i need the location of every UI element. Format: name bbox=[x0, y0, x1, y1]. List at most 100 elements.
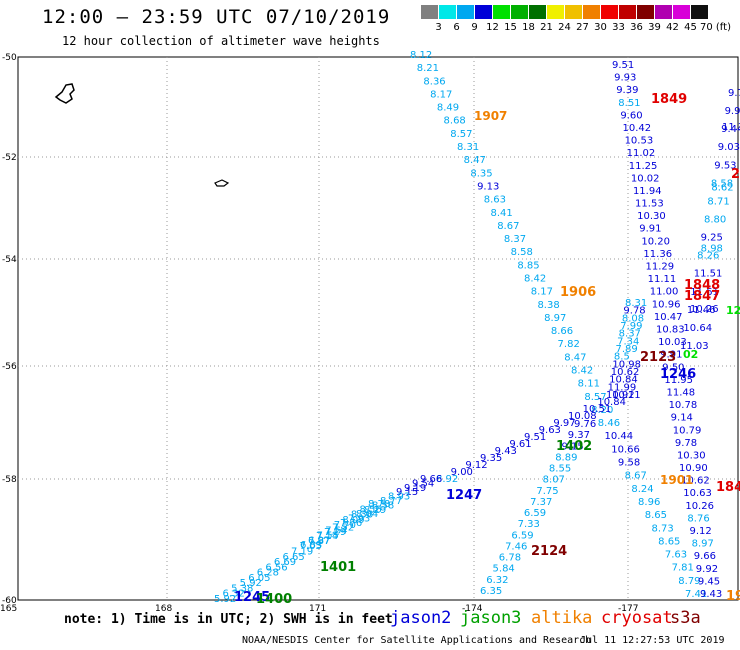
colorbar-label: 18 bbox=[522, 22, 535, 33]
swh-value: 8.17 bbox=[430, 89, 452, 100]
colorbar-swatch bbox=[583, 5, 600, 19]
swh-value: 8.58 bbox=[711, 178, 733, 189]
swh-value: 5.92 bbox=[214, 594, 236, 605]
satellite-tracks: 8.12 8.21 8.36 8.17 8.49 8.68 8.57 8.31 8.47 8.35… bbox=[214, 50, 740, 607]
swh-value: 10.62 bbox=[681, 476, 710, 487]
swh-value: 11.29 bbox=[646, 262, 675, 273]
swh-value: 7.63 bbox=[665, 550, 687, 561]
swh-value: 10.79 bbox=[673, 425, 702, 436]
colorbar-label: 27 bbox=[576, 22, 589, 33]
lon-label: 165 bbox=[0, 604, 17, 614]
swh-value: 9.53 bbox=[714, 160, 736, 171]
colorbar-swatch bbox=[511, 5, 528, 19]
lat-label: -58 bbox=[2, 475, 17, 485]
swh-value: 5.84 bbox=[493, 564, 515, 575]
swh-value: 8.85 bbox=[517, 260, 539, 271]
colorbar-swatch bbox=[529, 5, 546, 19]
track-time-label: 12 bbox=[726, 304, 740, 317]
swh-value: 10.08 bbox=[568, 411, 597, 422]
swh-value: 7.76 bbox=[340, 518, 362, 529]
colorbar-swatch bbox=[475, 5, 492, 19]
swh-value: 8.21 bbox=[417, 63, 439, 74]
swh-value: 9.19 bbox=[404, 483, 426, 494]
footer-note: note: 1) Time is in UTC; 2) SWH is in fe… bbox=[64, 612, 393, 627]
colorbar-swatch bbox=[421, 5, 438, 19]
swh-value: 7.81 bbox=[672, 563, 694, 574]
swh-value: 9.78 bbox=[675, 438, 697, 449]
swh-value: 8.35 bbox=[470, 168, 492, 179]
colorbar-label: 12 bbox=[486, 22, 499, 33]
swh-value: 7.41 bbox=[685, 589, 707, 600]
swh-value: 10.96 bbox=[652, 299, 681, 310]
swh-value: 9.78 bbox=[623, 306, 645, 317]
swh-value: 7.37 bbox=[530, 497, 552, 508]
map-grid bbox=[18, 57, 738, 600]
swh-value: 8.12 bbox=[410, 50, 432, 61]
swh-value: 9.43 bbox=[700, 589, 722, 600]
swh-value: 8.42 bbox=[524, 273, 546, 284]
swh-value: 9.43 bbox=[495, 446, 517, 457]
swh-value: 8.36 bbox=[423, 76, 445, 87]
swh-value: 8.57 bbox=[450, 129, 472, 140]
colorbar-label: 15 bbox=[504, 22, 517, 33]
colorbar-label: 9 bbox=[471, 22, 478, 33]
swh-value: 8.96 bbox=[638, 497, 660, 508]
track-time-label: 1901 bbox=[660, 473, 693, 487]
swh-value: 8.31 bbox=[625, 298, 647, 309]
swh-value: 8.08 bbox=[622, 313, 644, 324]
swh-value: 9.93 bbox=[614, 73, 636, 84]
swh-value: 8.66 bbox=[551, 326, 573, 337]
swh-value: 6.69 bbox=[274, 557, 296, 568]
swh-value: 7.19 bbox=[291, 547, 313, 558]
swh-value: 9.73 bbox=[728, 88, 740, 99]
swh-value: 6.65 bbox=[282, 552, 304, 563]
track-time-label: 1847 bbox=[684, 289, 720, 304]
swh-value: 8.20 bbox=[591, 405, 613, 416]
colorbar-swatch bbox=[493, 5, 510, 19]
track-time-label: 2 bbox=[731, 167, 740, 182]
track-time-label: 1402 bbox=[556, 439, 592, 454]
swh-value: 9.54 bbox=[412, 478, 434, 489]
swh-value: 11.02 bbox=[627, 148, 656, 159]
swh-value: 7.82 bbox=[558, 339, 580, 350]
swh-value: 8.78 bbox=[368, 499, 390, 510]
swh-value: 10.02 bbox=[631, 173, 660, 184]
map-border bbox=[17, 56, 739, 601]
colorbar-label: 42 bbox=[666, 22, 679, 33]
swh-value: 8.97 bbox=[692, 539, 714, 550]
swh-value: 10.92 bbox=[606, 390, 635, 401]
satellite-legend-item: cryosat bbox=[601, 608, 673, 628]
swh-value: 7.64 bbox=[325, 525, 347, 536]
swh-value: 8.57 bbox=[584, 392, 606, 403]
swh-value: 8.92 bbox=[436, 474, 458, 485]
swh-value: 10.53 bbox=[625, 136, 654, 147]
swh-value: 7.67 bbox=[308, 536, 330, 547]
swh-value: 8.49 bbox=[437, 103, 459, 114]
swh-value: 5.92 bbox=[240, 578, 262, 589]
swh-value: 9.91 bbox=[660, 350, 682, 361]
swh-value: 6.97 bbox=[308, 536, 330, 547]
swh-value: 8.76 bbox=[687, 513, 709, 524]
swh-value: 10.03 bbox=[658, 337, 687, 348]
swh-value: 11.95 bbox=[664, 375, 693, 386]
colorbar-swatch bbox=[691, 5, 708, 19]
colorbar-swatch bbox=[565, 5, 582, 19]
swh-value: 7.89 bbox=[616, 344, 638, 355]
swh-value: 9.12 bbox=[465, 460, 487, 471]
swh-value: 8.17 bbox=[531, 287, 553, 298]
colorbar-swatch bbox=[637, 5, 654, 19]
swh-value: 9.60 bbox=[620, 110, 642, 121]
swh-value: 8.42 bbox=[571, 366, 593, 377]
swh-value: 8.36 bbox=[351, 510, 373, 521]
track-time-label: 184 bbox=[716, 480, 740, 495]
swh-value: 11.00 bbox=[650, 287, 679, 298]
satellite-legend-item: jason3 bbox=[460, 608, 522, 628]
swh-value: 9.58 bbox=[618, 458, 640, 469]
swh-value: 9.91 bbox=[725, 106, 740, 117]
lon-label: 171 bbox=[309, 604, 326, 614]
swh-value: 8.89 bbox=[555, 452, 577, 463]
map-frame bbox=[17, 56, 739, 601]
satellite-legend-item: jason2 bbox=[390, 608, 452, 628]
swh-value: 10.51 bbox=[583, 404, 612, 415]
